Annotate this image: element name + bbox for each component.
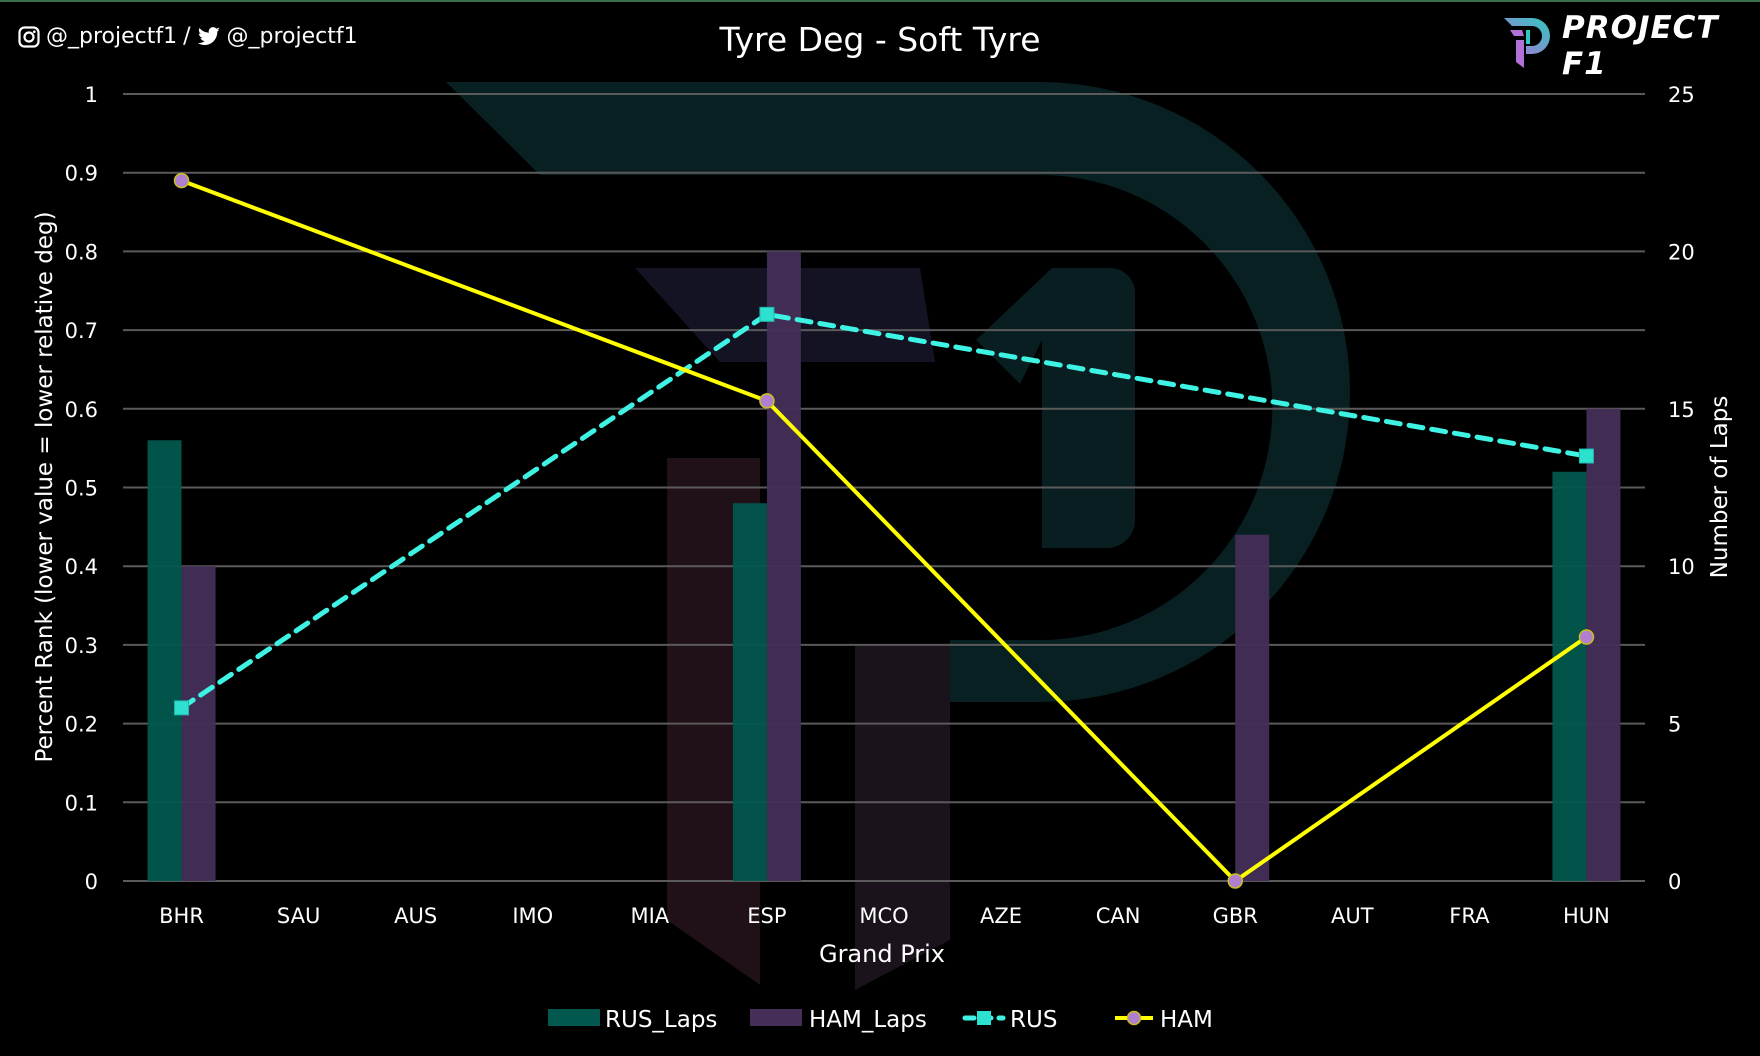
bar-rus-laps xyxy=(147,440,182,881)
bar-ham-laps xyxy=(1586,408,1621,881)
legend-ham-label: HAM xyxy=(1160,1007,1213,1033)
chart-title: Tyre Deg - Soft Tyre xyxy=(719,20,1041,59)
ham-marker xyxy=(1578,629,1595,645)
y-tick-label: 0 xyxy=(85,870,98,894)
watermark-logo xyxy=(446,82,1350,990)
y2-tick-label: 0 xyxy=(1668,870,1681,894)
right-axis-ticks: 0 5 10 15 20 25 xyxy=(1668,83,1695,894)
bar-ham-laps xyxy=(181,566,216,881)
rus-marker xyxy=(759,306,775,322)
y-tick-label: 0.2 xyxy=(65,713,98,737)
x-tick-label: SAU xyxy=(277,904,320,928)
top-border xyxy=(0,0,1760,2)
y-axis-label: Percent Rank (lower value = lower relati… xyxy=(32,211,58,762)
ham-marker xyxy=(759,393,775,409)
legend-ham-laps-label: HAM_Laps xyxy=(809,1007,927,1033)
y-tick-label: 0.6 xyxy=(65,398,98,422)
brand-logo: PROJECT F1 xyxy=(1500,10,1760,82)
x-tick-label: BHR xyxy=(159,904,204,928)
y-tick-label: 0.1 xyxy=(65,791,98,815)
x-tick-label: IMO xyxy=(512,904,553,928)
x-tick-label: CAN xyxy=(1096,904,1141,928)
y2-axis-label: Number of Laps xyxy=(1707,396,1733,579)
bars xyxy=(147,251,1621,881)
y-tick-label: 0.3 xyxy=(65,634,98,658)
instagram-handle: @_projectf1 xyxy=(46,24,178,49)
brand-name: PROJECT F1 xyxy=(1562,10,1719,82)
left-axis-ticks: 0 0.1 0.2 0.3 0.4 0.5 0.6 0.7 0.8 0.9 1 xyxy=(65,83,98,894)
social-handles: @_projectf1 / @_projectf1 xyxy=(18,24,358,49)
x-tick-label: MCO xyxy=(859,904,908,928)
x-axis-label: Grand Prix xyxy=(819,940,945,968)
y-tick-label: 1 xyxy=(85,83,98,107)
y-tick-label: 0.4 xyxy=(65,555,98,579)
y-tick-label: 0.8 xyxy=(65,240,98,264)
chart-legend: RUS_Laps HAM_Laps RUS HAM xyxy=(548,1007,1213,1033)
y-tick-label: 0.9 xyxy=(65,162,98,186)
bar-ham-laps xyxy=(1235,534,1270,881)
y2-tick-label: 20 xyxy=(1668,240,1695,264)
legend-rus-marker xyxy=(977,1011,991,1025)
twitter-handle: @_projectf1 xyxy=(226,24,358,49)
bar-ham-laps xyxy=(766,251,801,881)
handle-separator: / xyxy=(183,24,191,49)
x-tick-label: GBR xyxy=(1213,904,1258,928)
x-tick-label: AUS xyxy=(394,904,437,928)
rus-marker xyxy=(174,700,190,716)
twitter-icon xyxy=(197,26,221,47)
legend-ham-laps-swatch xyxy=(750,1009,802,1026)
line-ham xyxy=(179,178,1589,884)
legend-rus-laps-label: RUS_Laps xyxy=(605,1007,717,1033)
y2-tick-label: 5 xyxy=(1668,713,1681,737)
x-tick-label: ESP xyxy=(747,904,786,928)
y2-tick-label: 25 xyxy=(1668,83,1695,107)
x-tick-label: FRA xyxy=(1449,904,1490,928)
bar-rus-laps xyxy=(1552,471,1587,881)
x-tick-label: AUT xyxy=(1331,904,1374,928)
y-tick-label: 0.7 xyxy=(65,319,98,343)
y2-tick-label: 10 xyxy=(1668,555,1695,579)
y2-tick-label: 15 xyxy=(1668,398,1695,422)
x-tick-label: AZE xyxy=(980,904,1022,928)
legend-rus-laps-swatch xyxy=(548,1009,600,1026)
rus-marker xyxy=(1578,448,1594,464)
bar-rus-laps xyxy=(732,503,767,881)
x-tick-label: HUN xyxy=(1563,904,1610,928)
lines xyxy=(173,172,1595,889)
x-tick-label: MIA xyxy=(631,904,670,928)
instagram-icon xyxy=(18,25,40,48)
project-f1-logo-icon xyxy=(1500,14,1554,78)
gridlines xyxy=(123,93,1645,882)
legend-ham-marker xyxy=(1126,1010,1142,1026)
ham-marker xyxy=(173,172,190,189)
legend-rus-label: RUS xyxy=(1010,1007,1057,1033)
y-tick-label: 0.5 xyxy=(65,477,98,501)
x-axis-ticks: BHR SAU AUS IMO MIA ESP MCO AZE CAN GBR AUT FRA HUN xyxy=(159,904,1610,928)
ham-marker xyxy=(1227,873,1243,889)
